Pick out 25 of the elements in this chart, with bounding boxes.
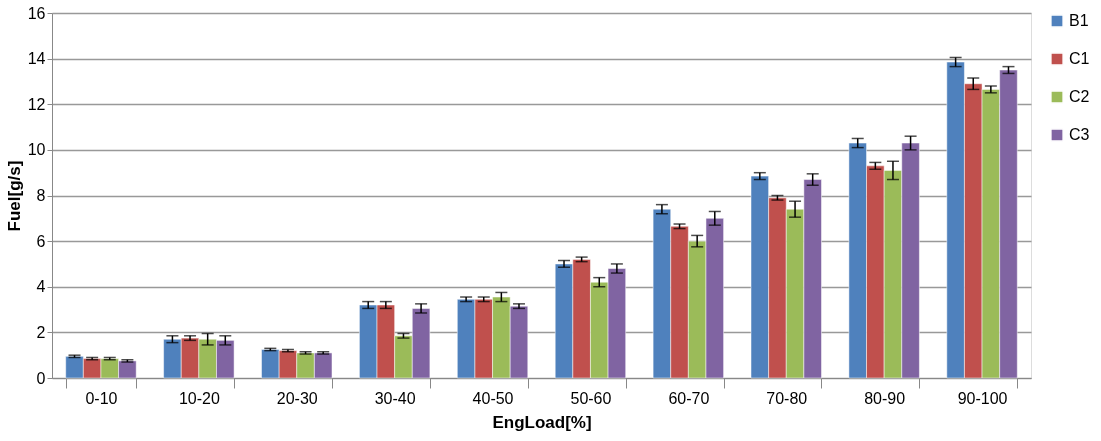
legend-label: C2 <box>1069 88 1090 105</box>
x-axis-title: EngLoad[%] <box>492 412 592 432</box>
x-tick-label: 60-70 <box>668 389 710 407</box>
y-tick-label: 0 <box>36 369 46 387</box>
legend-label: C3 <box>1069 126 1090 143</box>
y-tick-label: 12 <box>27 95 46 113</box>
y-tick-label: 4 <box>36 278 46 296</box>
x-tick-label: 80-90 <box>864 389 906 407</box>
y-tick-label: 14 <box>27 50 46 68</box>
y-tick-label: 16 <box>27 4 46 22</box>
x-tick-label: 70-80 <box>766 389 808 407</box>
y-tick-label: 10 <box>27 141 46 159</box>
legend-label: B1 <box>1069 12 1089 29</box>
x-tick-label: 40-50 <box>472 389 514 407</box>
x-tick-label: 50-60 <box>570 389 612 407</box>
x-tick-label: 90-100 <box>957 389 1008 407</box>
x-tick-label: 0-10 <box>85 389 118 407</box>
y-tick-label: 6 <box>36 232 46 250</box>
y-axis-title: Fuel[g/s] <box>4 160 24 232</box>
y-tick-label: 2 <box>36 323 46 341</box>
x-tick-label: 20-30 <box>276 389 318 407</box>
legend-label: C1 <box>1069 50 1090 67</box>
x-tick-label: 30-40 <box>374 389 416 407</box>
x-tick-label: 10-20 <box>178 389 220 407</box>
y-tick-label: 8 <box>36 187 46 204</box>
